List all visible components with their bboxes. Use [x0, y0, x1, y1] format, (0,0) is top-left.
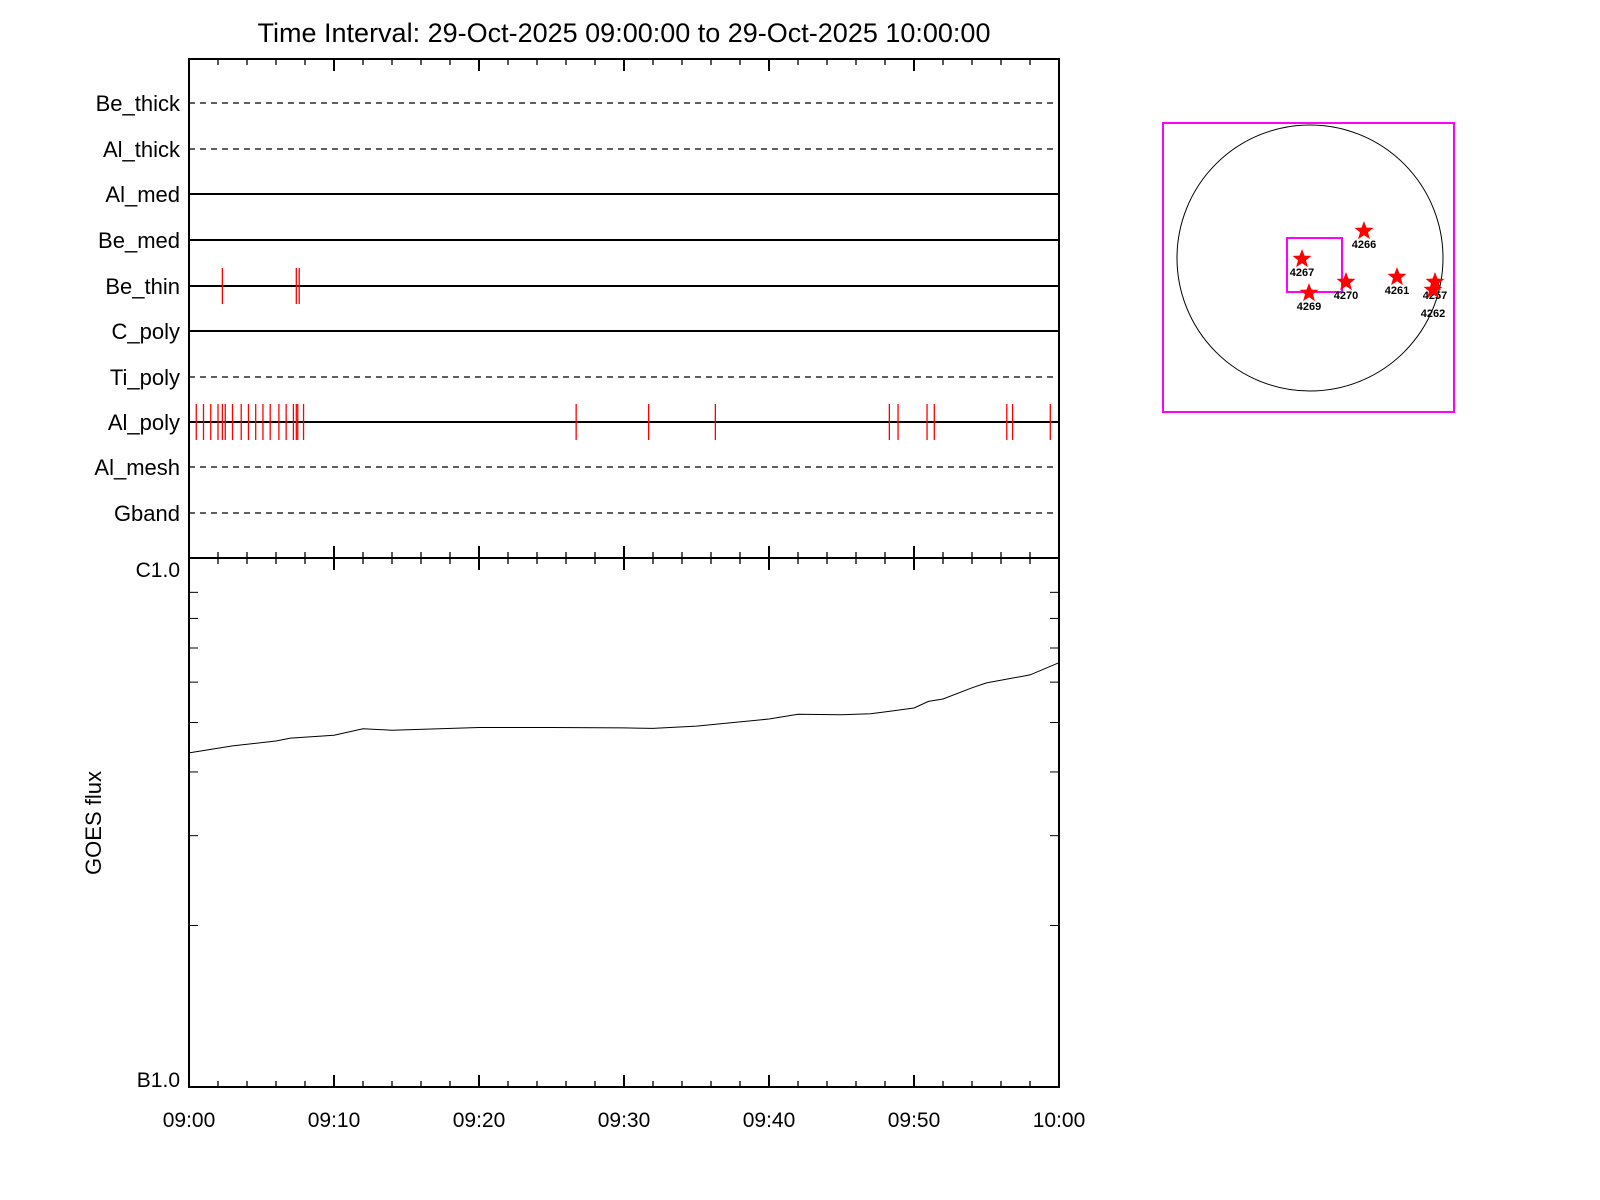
map-frame — [1162, 122, 1455, 413]
region-label: 4270 — [1334, 290, 1358, 302]
x-tick-label: 09:40 — [743, 1109, 796, 1132]
goes-flux-line — [188, 662, 1060, 754]
region-label: 4262 — [1421, 308, 1445, 320]
row-label-al_med: Al_med — [105, 182, 180, 207]
row-label-al_thick: Al_thick — [103, 137, 181, 162]
row-label-ti_poly: Ti_poly — [110, 365, 180, 390]
region-star-icon — [1354, 221, 1374, 240]
region-label: 4269 — [1297, 301, 1321, 313]
row-label-al_poly: Al_poly — [108, 410, 180, 435]
region-star-icon — [1425, 272, 1445, 291]
region-star-icon — [1423, 280, 1443, 299]
region-star-icon — [1387, 267, 1407, 286]
x-tick-label: 09:00 — [163, 1109, 216, 1132]
y-tick-label-c1: C1.0 — [136, 559, 180, 582]
region-star-icon — [1292, 249, 1312, 268]
region-label: 4266 — [1352, 239, 1376, 251]
x-tick-label: 09:50 — [888, 1109, 941, 1132]
chart-title: Time Interval: 29-Oct-2025 09:00:00 to 2… — [258, 18, 991, 48]
region-label: 4267 — [1290, 267, 1314, 279]
region-star-icon — [1336, 272, 1356, 291]
filter-timeline-panel: Be_thick Al_thick Al_med Be_med Be_thin C_pol… — [94, 58, 1060, 559]
solar-limb — [1176, 124, 1444, 392]
x-tick-label: 09:30 — [598, 1109, 651, 1132]
x-tick-label: 09:10 — [308, 1109, 361, 1132]
timeline-frame — [188, 58, 1060, 559]
row-label-be_thick: Be_thick — [96, 91, 181, 116]
row-label-c_poly: C_poly — [112, 319, 180, 344]
y-axis-label: GOES flux — [81, 771, 106, 875]
x-tick-label: 10:00 — [1033, 1109, 1086, 1132]
x-tick-label: 09:20 — [453, 1109, 506, 1132]
row-label-gband: Gband — [114, 501, 180, 526]
row-label-be_med: Be_med — [98, 228, 180, 253]
row-label-be_thin: Be_thin — [105, 274, 180, 299]
fov-box — [1286, 237, 1343, 293]
region-label: 4261 — [1385, 285, 1409, 297]
region-star-icon — [1299, 283, 1319, 302]
goes-frame — [188, 557, 1060, 1088]
goes-flux-panel: GOES flux C1.0 B1.0 09:00 09:10 09:20 09:30… — [81, 557, 1086, 1132]
y-tick-label-b1: B1.0 — [137, 1069, 180, 1092]
row-label-al_mesh: Al_mesh — [94, 455, 180, 480]
